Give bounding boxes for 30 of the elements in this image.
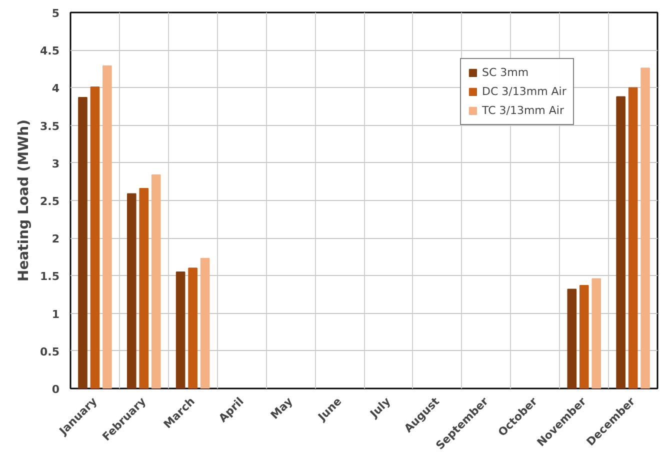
bar: [151, 174, 161, 388]
bar: [90, 86, 100, 388]
y-tick-label: 3: [52, 157, 60, 170]
y-tick-label: 1.5: [40, 270, 60, 284]
y-tick-label: 0: [52, 383, 60, 396]
bar: [188, 268, 198, 388]
bar: [139, 188, 149, 388]
y-tick-label: 2: [52, 232, 60, 246]
legend-label: DC 3/13mm Air: [482, 85, 566, 98]
y-tick-label: 0.5: [40, 345, 60, 358]
y-tick-label: 4: [52, 82, 60, 96]
y-tick-label: 1: [52, 308, 60, 321]
y-tick-label: 2.5: [40, 195, 60, 208]
bar: [200, 258, 210, 388]
y-tick-label: 4.5: [40, 44, 60, 58]
legend-label: SC 3mm: [482, 66, 529, 79]
bar: [78, 96, 88, 388]
legend-label: TC 3/13mm Air: [482, 104, 564, 117]
y-tick-label: 5: [52, 7, 60, 20]
bar: [176, 271, 186, 388]
bar: [616, 96, 626, 388]
bar: [640, 68, 650, 388]
bar: [592, 278, 602, 388]
y-tick-label: 3.5: [40, 120, 60, 133]
bar: [102, 65, 112, 388]
bar: [567, 288, 577, 388]
bar: [126, 193, 136, 388]
y-axis-title: Heating Load (MWh): [16, 119, 32, 282]
bar: [579, 284, 589, 388]
bar: [628, 87, 638, 388]
